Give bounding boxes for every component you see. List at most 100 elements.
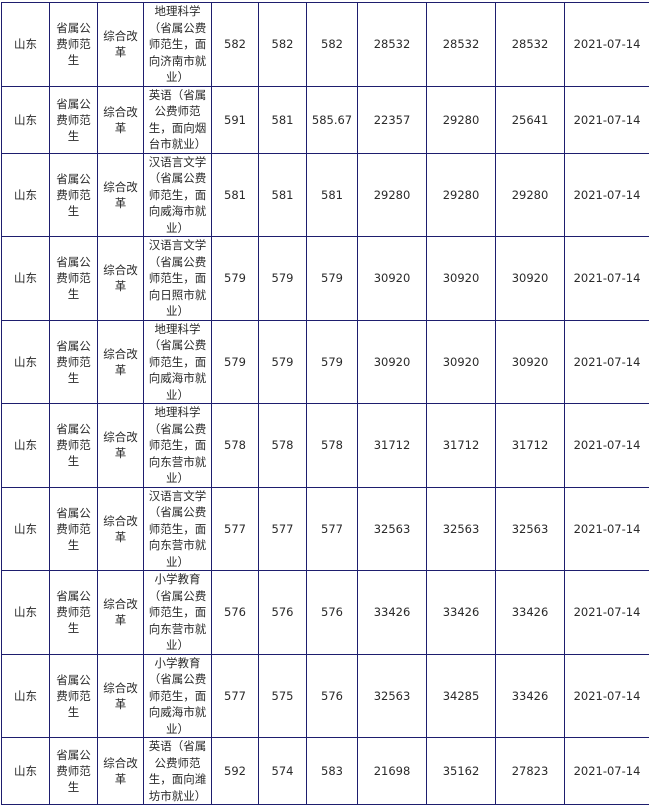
cell-type: 省属公费师范生 [50,654,98,738]
cell-category: 综合改革 [98,571,144,655]
cell-avg-score: 576 [307,571,358,655]
cell-min-rank: 33426 [427,571,496,655]
cell-avg-rank: 30920 [496,320,565,404]
cell-date: 2021-07-14 [565,404,649,488]
cell-avg-score: 585.67 [307,86,358,153]
cell-min-rank: 35162 [427,738,496,805]
cell-type: 省属公费师范生 [50,153,98,237]
cell-date: 2021-07-14 [565,237,649,321]
cell-province: 山东 [2,654,50,738]
cell-max-score: 591 [212,86,259,153]
cell-max-rank: 33426 [358,571,427,655]
cell-type: 省属公费师范生 [50,487,98,571]
cell-category: 综合改革 [98,404,144,488]
cell-min-rank: 30920 [427,320,496,404]
cell-avg-score: 579 [307,237,358,321]
cell-avg-score: 582 [307,3,358,87]
cell-major: 小学教育（省属公费师范生，面向威海市就业） [144,654,212,738]
cell-max-score: 577 [212,487,259,571]
cell-max-score: 579 [212,320,259,404]
cell-major: 英语（省属公费师范生，面向烟台市就业） [144,86,212,153]
cell-max-score: 577 [212,654,259,738]
cell-province: 山东 [2,237,50,321]
cell-max-rank: 29280 [358,153,427,237]
cell-category: 综合改革 [98,3,144,87]
cell-major: 小学教育（省属公费师范生，面向东营市就业） [144,571,212,655]
cell-max-rank: 28532 [358,3,427,87]
cell-max-score: 578 [212,404,259,488]
cell-min-score: 582 [259,3,307,87]
cell-avg-score: 578 [307,404,358,488]
cell-type: 省属公费师范生 [50,320,98,404]
cell-type: 省属公费师范生 [50,738,98,805]
cell-type: 省属公费师范生 [50,3,98,87]
cell-max-rank: 31712 [358,404,427,488]
cell-category: 综合改革 [98,237,144,321]
cell-date: 2021-07-14 [565,571,649,655]
cell-max-score: 581 [212,153,259,237]
cell-avg-rank: 29280 [496,153,565,237]
cell-avg-rank: 25641 [496,86,565,153]
cell-major: 地理科学（省属公费师范生，面向东营市就业） [144,404,212,488]
cell-date: 2021-07-14 [565,738,649,805]
cell-category: 综合改革 [98,738,144,805]
cell-min-rank: 29280 [427,153,496,237]
cell-major: 地理科学（省属公费师范生，面向威海市就业） [144,320,212,404]
cell-avg-rank: 32563 [496,487,565,571]
cell-avg-rank: 27823 [496,738,565,805]
cell-avg-score: 577 [307,487,358,571]
cell-min-score: 577 [259,487,307,571]
cell-province: 山东 [2,738,50,805]
cell-type: 省属公费师范生 [50,237,98,321]
cell-min-score: 578 [259,404,307,488]
cell-date: 2021-07-14 [565,654,649,738]
cell-min-score: 574 [259,738,307,805]
cell-max-score: 592 [212,738,259,805]
cell-major: 地理科学（省属公费师范生，面向济南市就业） [144,3,212,87]
cell-type: 省属公费师范生 [50,86,98,153]
cell-major: 汉语言文学（省属公费师范生，面向日照市就业） [144,237,212,321]
cell-max-rank: 30920 [358,320,427,404]
cell-min-rank: 34285 [427,654,496,738]
cell-province: 山东 [2,3,50,87]
cell-min-score: 581 [259,153,307,237]
cell-category: 综合改革 [98,487,144,571]
cell-avg-score: 583 [307,738,358,805]
cell-date: 2021-07-14 [565,86,649,153]
cell-province: 山东 [2,404,50,488]
cell-max-rank: 32563 [358,487,427,571]
cell-category: 综合改革 [98,86,144,153]
cell-type: 省属公费师范生 [50,404,98,488]
cell-min-rank: 32563 [427,487,496,571]
cell-min-rank: 29280 [427,86,496,153]
cell-province: 山东 [2,86,50,153]
cell-date: 2021-07-14 [565,487,649,571]
cell-min-score: 581 [259,86,307,153]
cell-max-rank: 21698 [358,738,427,805]
cell-province: 山东 [2,571,50,655]
cell-min-rank: 30920 [427,237,496,321]
cell-min-score: 579 [259,320,307,404]
cell-max-rank: 32563 [358,654,427,738]
cell-max-score: 579 [212,237,259,321]
cell-province: 山东 [2,153,50,237]
cell-avg-score: 576 [307,654,358,738]
cell-avg-rank: 33426 [496,571,565,655]
cell-avg-rank: 28532 [496,3,565,87]
cell-date: 2021-07-14 [565,3,649,87]
cell-province: 山东 [2,487,50,571]
cell-avg-score: 581 [307,153,358,237]
cell-category: 综合改革 [98,320,144,404]
